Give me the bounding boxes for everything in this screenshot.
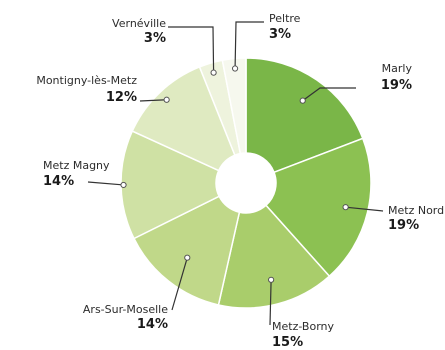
leader-line: [139, 99, 167, 102]
slice-label-name: Metz Magny: [43, 159, 110, 172]
slice-label-name: Metz Nord: [388, 204, 444, 217]
slice-label-percent: 3%: [144, 31, 166, 46]
leader-line: [171, 257, 188, 311]
slice-label-name: Marly: [382, 62, 413, 75]
slice-label-percent: 12%: [106, 90, 137, 105]
slice-label-percent: 3%: [269, 27, 291, 42]
slice-label-name: Metz-Borny: [272, 320, 334, 333]
donut-slices: [120, 57, 372, 309]
label-ars-sur-moselle: Ars-Sur-Moselle 14%: [83, 303, 168, 332]
slice-label-name: Vernéville: [112, 17, 166, 30]
leader-dot: [184, 254, 191, 261]
slice-metz-nord: [264, 137, 372, 278]
slice-label-percent: 19%: [388, 218, 419, 233]
label-verneville: Vernéville 3%: [112, 17, 166, 46]
leader-dot: [210, 69, 217, 76]
leader-line: [168, 26, 215, 73]
slice-label-percent: 15%: [272, 335, 303, 350]
label-metz-magny: Metz Magny 14%: [43, 159, 110, 189]
slice-label-percent: 14%: [137, 317, 168, 332]
label-metz-borny: Metz-Borny 15%: [272, 320, 334, 350]
leader-line: [345, 206, 384, 212]
slice-label-name: Ars-Sur-Moselle: [83, 303, 168, 316]
slice-label-percent: 19%: [381, 78, 412, 93]
leader-dot: [268, 276, 275, 283]
slice-label-name: Montigny-lès-Metz: [36, 74, 137, 87]
leader-line: [302, 87, 356, 102]
slice-label-name: Peltre: [269, 12, 301, 25]
leader-dot: [342, 204, 349, 211]
label-marly: Marly 19%: [381, 62, 413, 93]
slice-peltre: [221, 57, 247, 155]
slice-label-percent: 14%: [43, 174, 74, 189]
label-montigny-les-metz: Montigny-lès-Metz 12%: [36, 74, 137, 105]
leader-lines: [87, 21, 384, 326]
slice-metz-borny: [217, 204, 331, 309]
leader-dot: [231, 65, 239, 72]
leader-line: [269, 279, 272, 326]
leader-line: [234, 21, 264, 69]
slice-ars-sur-moselle: [132, 195, 241, 306]
label-metz-nord: Metz Nord 19%: [388, 204, 444, 233]
leader-dot: [299, 97, 306, 104]
leader-dot: [120, 181, 127, 189]
leader-line: [87, 181, 124, 186]
slice-marly: [245, 57, 364, 174]
leader-dot: [163, 96, 170, 103]
label-peltre: Peltre 3%: [269, 12, 301, 42]
slice-metz-magny: [120, 130, 221, 240]
